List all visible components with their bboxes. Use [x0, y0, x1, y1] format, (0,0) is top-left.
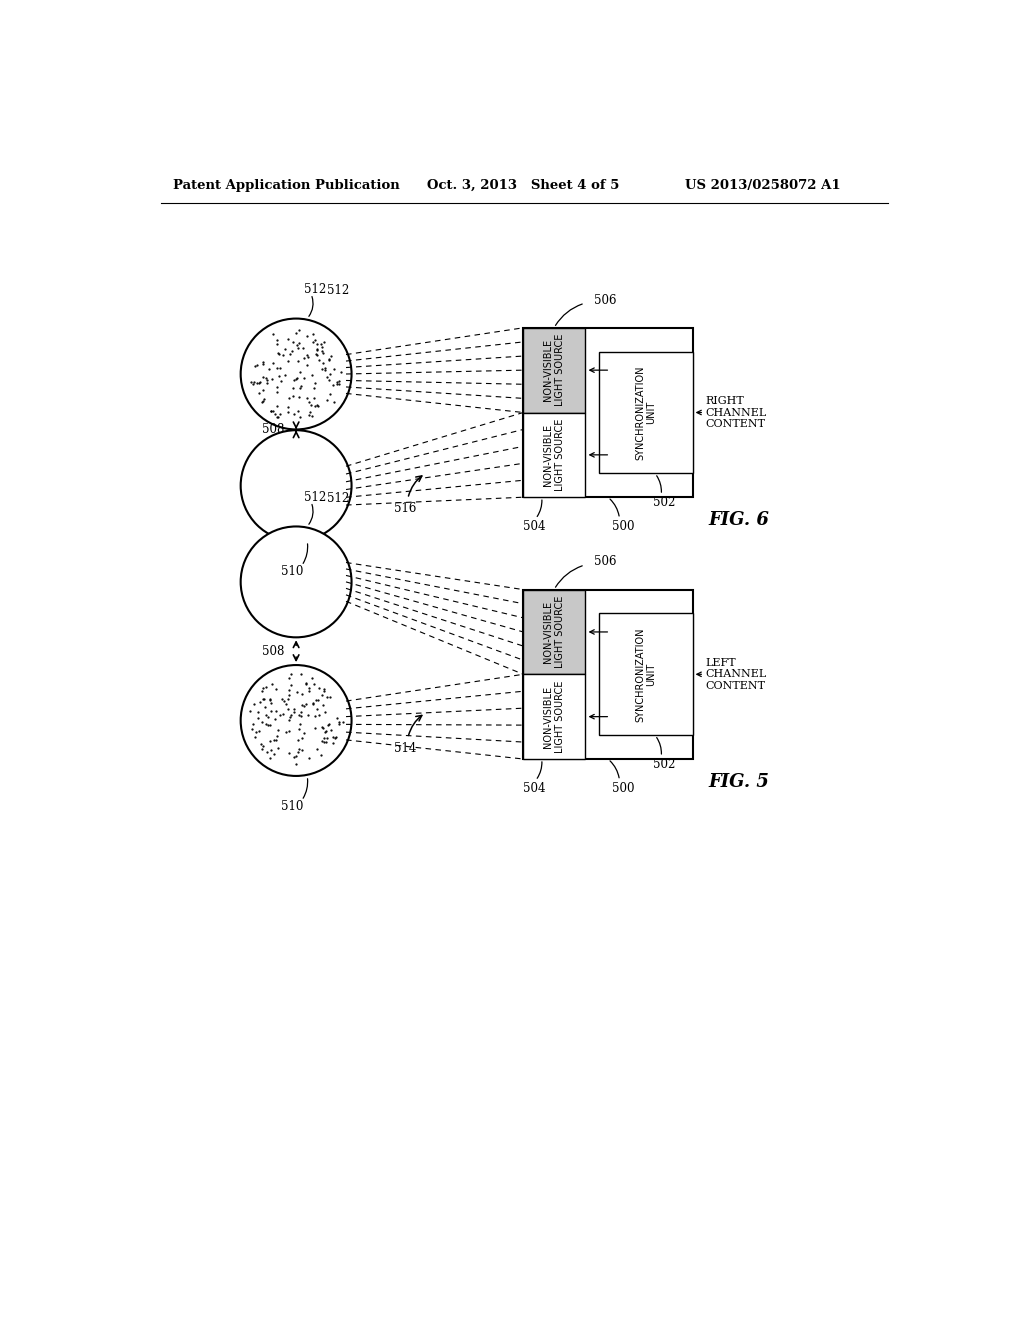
Circle shape: [241, 665, 351, 776]
Text: 514: 514: [394, 742, 417, 755]
Text: 510: 510: [281, 800, 303, 813]
Text: SYNCHRONIZATION
UNIT: SYNCHRONIZATION UNIT: [635, 627, 656, 722]
Text: 512: 512: [327, 492, 349, 506]
Text: 502: 502: [653, 496, 676, 510]
Text: RIGHT
CHANNEL
CONTENT: RIGHT CHANNEL CONTENT: [706, 396, 767, 429]
Circle shape: [241, 527, 351, 638]
Bar: [523, 412, 585, 498]
Circle shape: [241, 430, 351, 541]
Bar: [523, 327, 585, 412]
Text: Patent Application Publication: Patent Application Publication: [173, 178, 399, 191]
Text: 502: 502: [653, 758, 676, 771]
Text: 510: 510: [281, 565, 303, 578]
Bar: [523, 327, 692, 498]
Bar: [599, 614, 692, 735]
Text: 516: 516: [394, 502, 417, 515]
Text: 506: 506: [594, 293, 616, 306]
Text: 504: 504: [523, 781, 546, 795]
Bar: [523, 675, 585, 759]
Text: 508: 508: [262, 424, 285, 437]
Text: 512: 512: [327, 284, 349, 297]
Text: NON-VISIBLE
LIGHT SOURCE: NON-VISIBLE LIGHT SOURCE: [544, 595, 565, 668]
Text: NON-VISIBLE
LIGHT SOURCE: NON-VISIBLE LIGHT SOURCE: [544, 681, 565, 752]
Bar: [599, 351, 692, 474]
Text: 508: 508: [262, 644, 285, 657]
Text: Oct. 3, 2013   Sheet 4 of 5: Oct. 3, 2013 Sheet 4 of 5: [427, 178, 620, 191]
Text: 512: 512: [304, 491, 327, 504]
Text: 500: 500: [612, 781, 635, 795]
Text: NON-VISIBLE
LIGHT SOURCE: NON-VISIBLE LIGHT SOURCE: [544, 334, 565, 407]
Text: 500: 500: [612, 520, 635, 533]
Text: NON-VISIBLE
LIGHT SOURCE: NON-VISIBLE LIGHT SOURCE: [544, 418, 565, 491]
Text: FIG. 6: FIG. 6: [709, 511, 769, 529]
Bar: [523, 590, 585, 675]
Circle shape: [241, 318, 351, 429]
Text: LEFT
CHANNEL
CONTENT: LEFT CHANNEL CONTENT: [706, 657, 767, 690]
Text: SYNCHRONIZATION
UNIT: SYNCHRONIZATION UNIT: [635, 366, 656, 459]
Text: FIG. 5: FIG. 5: [709, 774, 769, 791]
Text: 512: 512: [304, 282, 327, 296]
Bar: [523, 590, 692, 759]
Text: 506: 506: [594, 556, 616, 569]
Text: US 2013/0258072 A1: US 2013/0258072 A1: [685, 178, 841, 191]
Text: 504: 504: [523, 520, 546, 533]
